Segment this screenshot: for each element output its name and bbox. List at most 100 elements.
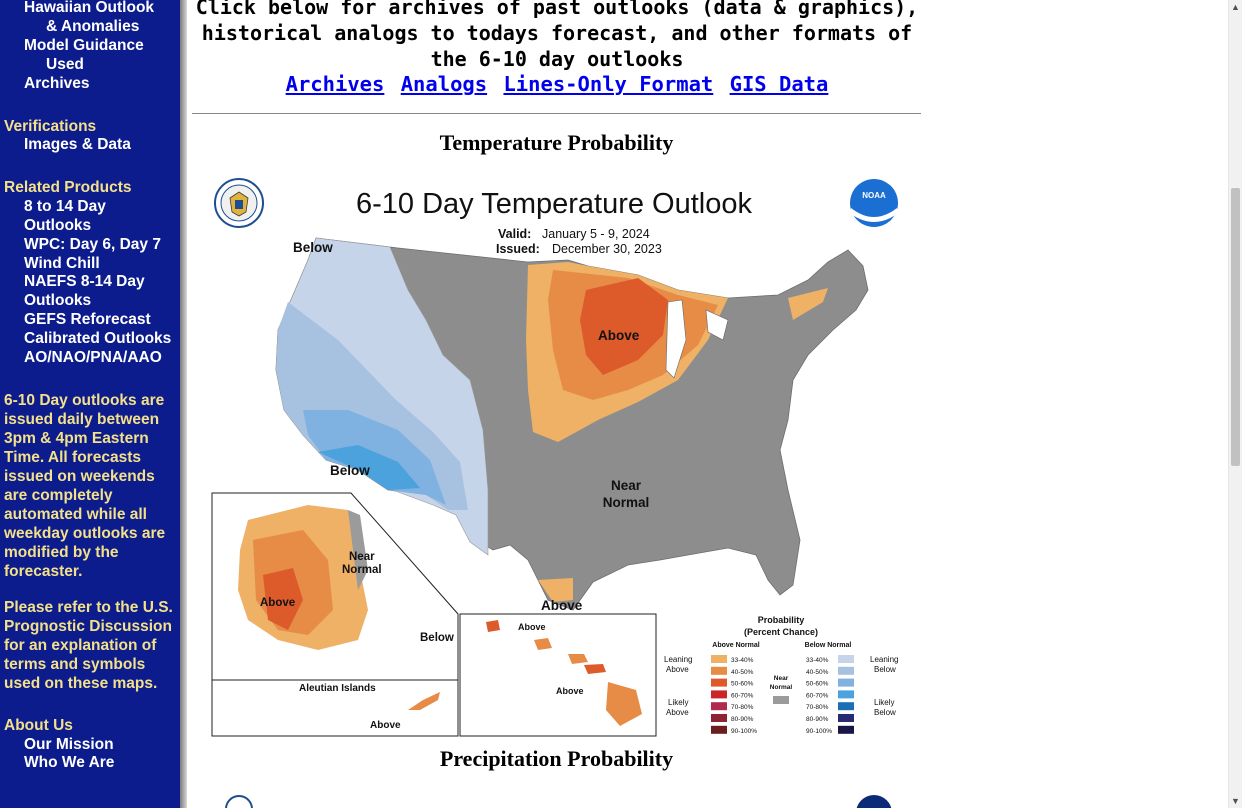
header-line-1: Click below for archives of past outlook… — [195, 0, 919, 19]
legend-below-range: 90-100% — [806, 728, 832, 735]
legend-below-head: Below Normal — [805, 642, 852, 649]
legend-above-range: 90-100% — [731, 728, 757, 735]
legend-above-range: 50-60% — [731, 681, 754, 688]
label-aleutian-islands: Aleutian Islands — [299, 683, 376, 694]
legend-below-swatch — [838, 725, 854, 734]
aleutian-inset: Aleutian Islands Above — [211, 679, 459, 737]
sidebar-heading-related-products: Related Products — [4, 179, 132, 196]
sidebar-item-wind-chill[interactable]: Wind Chill — [24, 255, 100, 272]
legend-leaning-above-1: Leaning — [664, 655, 692, 664]
sidebar-shadow — [180, 0, 187, 808]
legend-near-2: Normal — [770, 684, 793, 691]
legend-above-range: 40-50% — [731, 669, 754, 676]
legend-above-swatch — [711, 655, 727, 663]
sidebar-item-model-guidance[interactable]: Model Guidance — [24, 37, 144, 54]
legend-below-range: 33-40% — [806, 657, 829, 664]
divider — [192, 113, 921, 114]
header-line-3: the 6-10 day outlooks — [430, 47, 684, 71]
sidebar-item-naefs[interactable]: NAEFS 8-14 Day — [24, 273, 145, 290]
legend-above-head: Above Normal — [712, 642, 760, 649]
legend-likely-above-2: Above — [666, 708, 689, 717]
sidebar-item-our-mission[interactable]: Our Mission — [24, 736, 114, 753]
legend-title-2: (Percent Chance) — [744, 627, 818, 637]
map-title: 6-10 Day Temperature Outlook — [356, 188, 753, 220]
legend-below-range: 50-60% — [806, 681, 829, 688]
legend-below-range: 60-70% — [806, 692, 829, 699]
legend-below-range: 40-50% — [806, 669, 829, 676]
legend-above-swatch — [711, 690, 727, 699]
legend-near-1: Near — [774, 675, 789, 682]
sidebar-item-ao-nao[interactable]: AO/NAO/PNA/AAO — [24, 349, 162, 366]
lines-only-format-link[interactable]: Lines-Only Format — [503, 72, 714, 96]
temperature-probability-title: Temperature Probability — [439, 130, 674, 155]
legend-below-swatch — [838, 655, 854, 663]
sidebar-item-naefs-cont[interactable]: Outlooks — [24, 292, 92, 309]
label-aleutian-above: Above — [370, 720, 401, 731]
outlook-format-links: Archives Analogs Lines-Only Format GIS D… — [190, 72, 924, 96]
sidebar-heading-about-us[interactable]: About Us — [4, 717, 73, 734]
legend-below-swatch — [838, 678, 854, 687]
label-near-1: Near — [611, 478, 642, 493]
temperature-outlook-map[interactable]: NOAA 6-10 Day Temperature Outlook Valid:… — [208, 170, 911, 742]
precipitation-probability-title: Precipitation Probability — [439, 746, 674, 771]
legend-above-range: 60-70% — [731, 692, 754, 699]
legend-below-swatch — [838, 702, 854, 711]
commerce-seal-icon — [225, 795, 253, 808]
great-lakes-shape — [665, 299, 687, 379]
legend-above-swatch — [711, 714, 727, 722]
sidebar-item-archives[interactable]: Archives — [24, 75, 90, 92]
noaa-logo-text: NOAA — [862, 191, 886, 200]
below-60-70-region — [318, 445, 420, 490]
sidebar-item-model-guidance-cont[interactable]: Used — [46, 56, 84, 73]
noaa-logo-icon: NOAA — [850, 179, 898, 227]
legend-above-swatch — [711, 702, 727, 711]
legend-below-swatch — [838, 690, 854, 699]
gis-data-link[interactable]: GIS Data — [729, 72, 829, 96]
commerce-seal-icon — [214, 178, 264, 228]
page-scrollbar[interactable]: ▲ ▼ — [1228, 0, 1242, 808]
label-below-northwest: Below — [293, 240, 333, 255]
issued-date: December 30, 2023 — [552, 242, 662, 256]
valid-label: Valid: — [498, 227, 531, 241]
sidebar-item-8-14-day-cont[interactable]: Outlooks — [24, 217, 92, 234]
sidebar-item-hawaiian-outlook-cont[interactable]: & Anomalies — [46, 18, 140, 35]
legend-below-range: 80-90% — [806, 716, 829, 723]
label-ak-near-1: Near — [349, 551, 375, 563]
scroll-up-icon[interactable]: ▲ — [1231, 2, 1240, 12]
legend-likely-above-1: Likely — [668, 698, 688, 707]
issued-label: Issued: — [496, 242, 540, 256]
header-intro: Click below for archives of past outlook… — [190, 0, 924, 72]
legend-above-range: 80-90% — [731, 716, 754, 723]
label-ak-above: Above — [260, 597, 295, 609]
legend-title-1: Probability — [758, 615, 805, 625]
legend-below-swatch — [838, 714, 854, 722]
scroll-thumb[interactable] — [1231, 188, 1240, 466]
sidebar-item-8-14-day[interactable]: 8 to 14 Day — [24, 198, 106, 215]
label-ak-near-2: Normal — [342, 564, 382, 576]
sidebar-item-calibrated-outlooks[interactable]: Calibrated Outlooks — [24, 330, 172, 347]
label-hi-above-1: Above — [518, 622, 546, 632]
analogs-link[interactable]: Analogs — [400, 72, 488, 96]
scroll-down-icon[interactable]: ▼ — [1231, 796, 1240, 806]
sidebar-note-issue-times: 6-10 Day outlooks are issued daily betwe… — [4, 392, 166, 580]
legend-above-swatch — [711, 725, 727, 734]
sidebar-item-images-data[interactable]: Images & Data — [24, 136, 131, 153]
sidebar-item-who-we-are[interactable]: Who We Are — [24, 754, 115, 771]
valid-dates: January 5 - 9, 2024 — [542, 227, 650, 241]
alaska-inset: Near Normal Above Below — [211, 492, 459, 681]
hawaii-inset: Above Above — [459, 613, 657, 737]
sidebar-note-discussion[interactable]: Please refer to the U.S. Prognostic Disc… — [4, 599, 173, 692]
sidebar-item-hawaiian-outlook[interactable]: Hawaiian Outlook — [24, 0, 155, 16]
label-hi-above-2: Above — [556, 686, 584, 696]
legend-above-range: 33-40% — [731, 657, 754, 664]
precip-map-top-partial — [225, 795, 892, 808]
sidebar-heading-verifications[interactable]: Verifications — [4, 118, 97, 135]
archives-link[interactable]: Archives — [285, 72, 385, 96]
legend-leaning-above-2: Above — [666, 665, 689, 674]
sidebar-item-gefs-reforecast[interactable]: GEFS Reforecast — [24, 311, 151, 328]
legend-below-swatch — [838, 666, 854, 675]
sidebar-item-wpc[interactable]: WPC: Day 6, Day 7 — [24, 236, 161, 253]
map-legend: Probability (Percent Chance) Above Norma… — [664, 615, 898, 735]
legend-above-swatch — [711, 666, 727, 675]
legend-likely-below-1: Likely — [874, 698, 894, 707]
